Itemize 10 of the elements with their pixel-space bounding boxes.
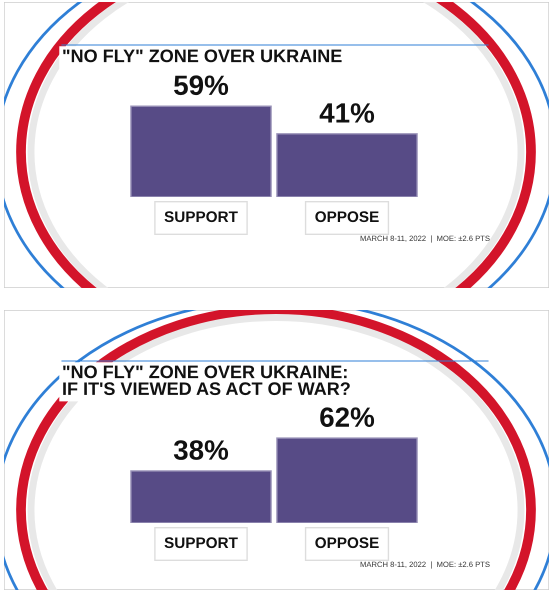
data-label: 62% (320, 407, 374, 428)
x-tick-label: OPPOSE (315, 211, 379, 222)
chart-title: "NO FLY" ZONE OVER UKRAINE (63, 49, 342, 62)
chart-title: "NO FLY" ZONE OVER UKRAINE: IF IT'S VIEWED AS ACT OF WAR? (63, 365, 350, 396)
x-tick-label: SUPPORT (164, 211, 238, 222)
data-label: 38% (174, 440, 228, 460)
data-label: 41% (320, 103, 374, 123)
data-label: 59% (174, 75, 228, 96)
x-tick-label: SUPPORT (164, 537, 238, 548)
x-tick-label: OPPOSE (315, 537, 379, 548)
